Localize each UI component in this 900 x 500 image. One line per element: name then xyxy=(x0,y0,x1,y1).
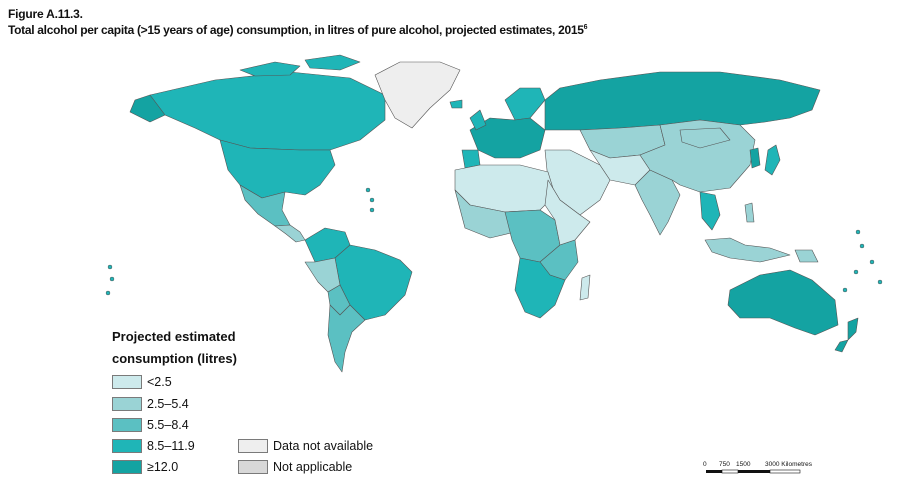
pacific-islands xyxy=(105,187,883,296)
legend-swatch xyxy=(112,418,142,432)
figure-title: Total alcohol per capita (>15 years of a… xyxy=(8,23,588,37)
scale-tick-750: 750 xyxy=(719,461,730,468)
region-argentina-chile[interactable] xyxy=(327,304,366,373)
region-madagascar[interactable] xyxy=(579,274,591,301)
legend-entry: 5.5–8.4 xyxy=(112,417,189,433)
region-russia[interactable] xyxy=(544,71,821,131)
legend-label: <2.5 xyxy=(147,375,172,389)
legend-label: Not applicable xyxy=(273,460,353,474)
legend-swatch xyxy=(112,460,142,474)
region-central-america[interactable] xyxy=(274,224,306,243)
legend-swatch xyxy=(112,397,142,411)
legend-swatch xyxy=(112,375,142,389)
region-scandinavia[interactable] xyxy=(504,87,546,121)
legend-label: 8.5–11.9 xyxy=(147,439,195,453)
footnote-marker: 6 xyxy=(583,24,588,31)
legend-swatch xyxy=(238,439,268,453)
figure-label: Figure A.11.3. xyxy=(8,7,83,21)
region-australia[interactable] xyxy=(727,269,839,336)
map-legend: Projected estimated consumption (litres) xyxy=(112,326,312,370)
region-philippines[interactable] xyxy=(744,202,755,223)
region-mongolia[interactable] xyxy=(679,127,731,149)
region-uk-iceland[interactable] xyxy=(449,99,487,131)
scale-tick-1500: 1500 xyxy=(736,461,751,468)
legend-label: ≥12.0 xyxy=(147,460,179,474)
region-western-europe[interactable] xyxy=(469,117,546,159)
scale-bar: 0 750 1500 3000 Kilometres xyxy=(703,461,833,485)
region-greenland[interactable] xyxy=(374,61,461,129)
scale-tick-3000: 3000 Kilometres xyxy=(765,461,812,468)
region-indonesia[interactable] xyxy=(704,237,791,263)
legend-entry: Not applicable xyxy=(238,459,352,475)
legend-entry: 8.5–11.9 xyxy=(112,438,195,454)
legend-swatch xyxy=(238,460,268,474)
scale-tick-0: 0 xyxy=(703,461,707,468)
region-japan[interactable] xyxy=(764,144,781,176)
region-papua-new-guinea[interactable] xyxy=(794,249,819,263)
legend-label: 2.5–5.4 xyxy=(147,397,189,411)
region-southern-africa[interactable] xyxy=(514,257,566,319)
legend-entry: ≥12.0 xyxy=(112,459,178,475)
legend-entry: <2.5 xyxy=(112,374,172,390)
region-korea[interactable] xyxy=(749,147,761,169)
legend-title: Projected estimated consumption (litres) xyxy=(112,329,237,366)
legend-swatch xyxy=(112,439,142,453)
legend-label: Data not available xyxy=(273,439,374,453)
region-peru[interactable] xyxy=(304,257,341,293)
legend-entry: Data not available xyxy=(238,438,373,454)
region-united-states[interactable] xyxy=(219,139,336,199)
region-new-zealand[interactable] xyxy=(834,317,859,353)
region-southeast-asia[interactable] xyxy=(699,191,721,231)
region-alaska[interactable] xyxy=(129,94,166,123)
legend-label: 5.5–8.4 xyxy=(147,418,189,432)
region-arctic-islands[interactable] xyxy=(239,54,361,77)
region-canada[interactable] xyxy=(149,71,386,151)
legend-entry: 2.5–5.4 xyxy=(112,396,189,412)
scale-graphic xyxy=(706,469,801,474)
